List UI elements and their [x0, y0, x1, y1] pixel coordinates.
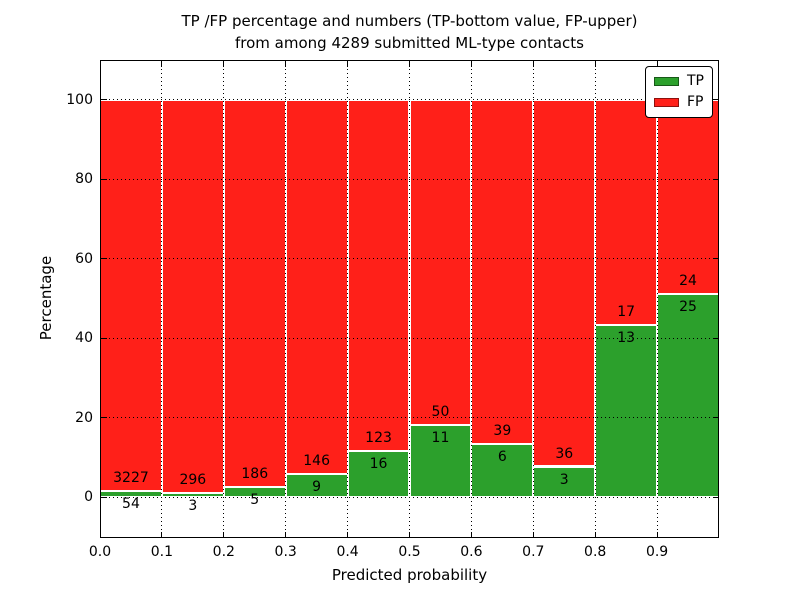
x-tick-mark — [161, 531, 163, 537]
x-tick-label: 0.5 — [398, 544, 421, 560]
fp-count-label: 17 — [617, 303, 636, 320]
x-tick-label: 0.6 — [460, 544, 483, 560]
x-tick-mark-top — [285, 61, 287, 67]
x-tick-mark — [347, 531, 349, 537]
vertical-gridline — [409, 61, 410, 537]
x-tick-mark — [470, 531, 472, 537]
fp-count-label: 123 — [365, 430, 392, 447]
x-tick-mark — [594, 531, 596, 537]
x-tick-mark — [99, 531, 101, 537]
bar-fp-segment — [223, 99, 286, 487]
legend-label: TP — [687, 73, 704, 89]
y-tick-label: 0 — [84, 489, 93, 506]
fp-count-label: 36 — [555, 445, 574, 462]
legend-label: FP — [687, 94, 704, 110]
y-tick-mark — [101, 337, 107, 339]
x-tick-label: 0.1 — [150, 544, 174, 560]
fp-count-label: 296 — [179, 472, 207, 489]
fp-count-label: 186 — [241, 465, 269, 482]
bar-tp-segment — [409, 425, 472, 498]
y-tick-mark-right — [712, 258, 718, 260]
chart-subtitle: from among 4289 submitted ML-type contac… — [235, 34, 584, 52]
y-tick-mark — [101, 99, 107, 101]
legend-entry: TP — [654, 74, 705, 88]
y-tick-label: 60 — [75, 250, 93, 267]
x-tick-mark-top — [223, 61, 225, 67]
x-tick-mark-top — [347, 61, 349, 67]
x-tick-label: 0.2 — [212, 544, 235, 560]
bar-tp-segment — [595, 324, 658, 498]
legend: TP FP — [645, 66, 713, 118]
y-tick-mark-right — [712, 417, 718, 419]
tp-count-label: 13 — [617, 329, 636, 346]
vertical-gridline — [285, 61, 287, 537]
x-tick-mark — [223, 531, 225, 537]
x-tick-label: 0.3 — [274, 544, 297, 560]
vertical-gridline — [223, 61, 225, 537]
vertical-gridline — [532, 61, 534, 537]
x-tick-label: 0.7 — [522, 544, 545, 560]
x-tick-mark-top — [99, 61, 101, 67]
bar-fp-segment — [285, 99, 348, 474]
plot-frame — [100, 60, 719, 538]
vertical-gridline — [161, 61, 163, 537]
bar-tp-segment — [471, 444, 534, 498]
tp-count-label: 3 — [559, 471, 569, 488]
y-axis-label: Percentage — [37, 255, 55, 341]
vertical-gridline — [347, 61, 349, 537]
y-tick-mark — [101, 258, 107, 260]
tp-count-label: 9 — [312, 479, 322, 495]
x-tick-label: 0.9 — [645, 544, 669, 560]
fp-count-label: 146 — [303, 453, 330, 469]
tp-count-label: 16 — [369, 456, 388, 473]
legend-entry: FP — [654, 95, 705, 109]
vertical-gridline — [656, 61, 658, 537]
legend-swatch-icon — [654, 97, 679, 107]
fp-count-label: 39 — [493, 423, 512, 440]
bar-fp-segment — [409, 99, 472, 426]
y-tick-mark — [101, 496, 107, 498]
y-tick-mark — [101, 178, 107, 180]
vertical-gridline — [594, 61, 596, 537]
x-tick-label: 0.4 — [336, 544, 359, 560]
x-tick-mark — [285, 531, 287, 537]
fp-count-label: 3227 — [113, 469, 149, 486]
x-tick-mark-top — [470, 61, 472, 67]
x-tick-label: 0.0 — [88, 544, 112, 560]
chart-title-block: TP /FP percentage and numbers (TP-bottom… — [100, 10, 719, 54]
y-tick-label: 40 — [75, 330, 93, 347]
x-tick-label: 0.8 — [584, 544, 607, 560]
x-tick-mark — [409, 531, 410, 537]
bar-fp-segment — [533, 99, 596, 467]
y-tick-label: 100 — [66, 91, 93, 108]
fp-count-label: 50 — [431, 404, 450, 421]
y-tick-mark-right — [712, 496, 718, 498]
x-tick-mark — [532, 531, 534, 537]
y-tick-mark-right — [712, 178, 718, 180]
y-tick-label: 20 — [75, 409, 93, 426]
x-axis-label: Predicted probability — [331, 566, 488, 584]
x-tick-mark-top — [161, 61, 163, 67]
y-tick-label: 80 — [75, 171, 93, 188]
x-tick-mark-top — [409, 61, 410, 67]
legend-swatch-icon — [654, 76, 679, 86]
tp-count-label: 3 — [188, 498, 198, 515]
vertical-gridline — [470, 61, 472, 537]
chart-title: TP /FP percentage and numbers (TP-bottom… — [181, 12, 638, 30]
x-tick-mark-top — [656, 61, 658, 67]
fp-count-label: 24 — [679, 273, 697, 290]
y-tick-mark-right — [712, 337, 718, 339]
tp-count-label: 5 — [250, 491, 260, 508]
x-tick-mark — [656, 531, 658, 537]
tp-count-label: 54 — [122, 495, 140, 512]
tp-count-label: 11 — [431, 430, 450, 447]
x-tick-mark-top — [532, 61, 534, 67]
tp-count-label: 25 — [679, 299, 697, 316]
x-tick-mark-top — [594, 61, 596, 67]
tp-count-label: 6 — [497, 449, 507, 466]
y-tick-mark-right — [712, 99, 718, 101]
y-tick-mark — [101, 417, 107, 419]
